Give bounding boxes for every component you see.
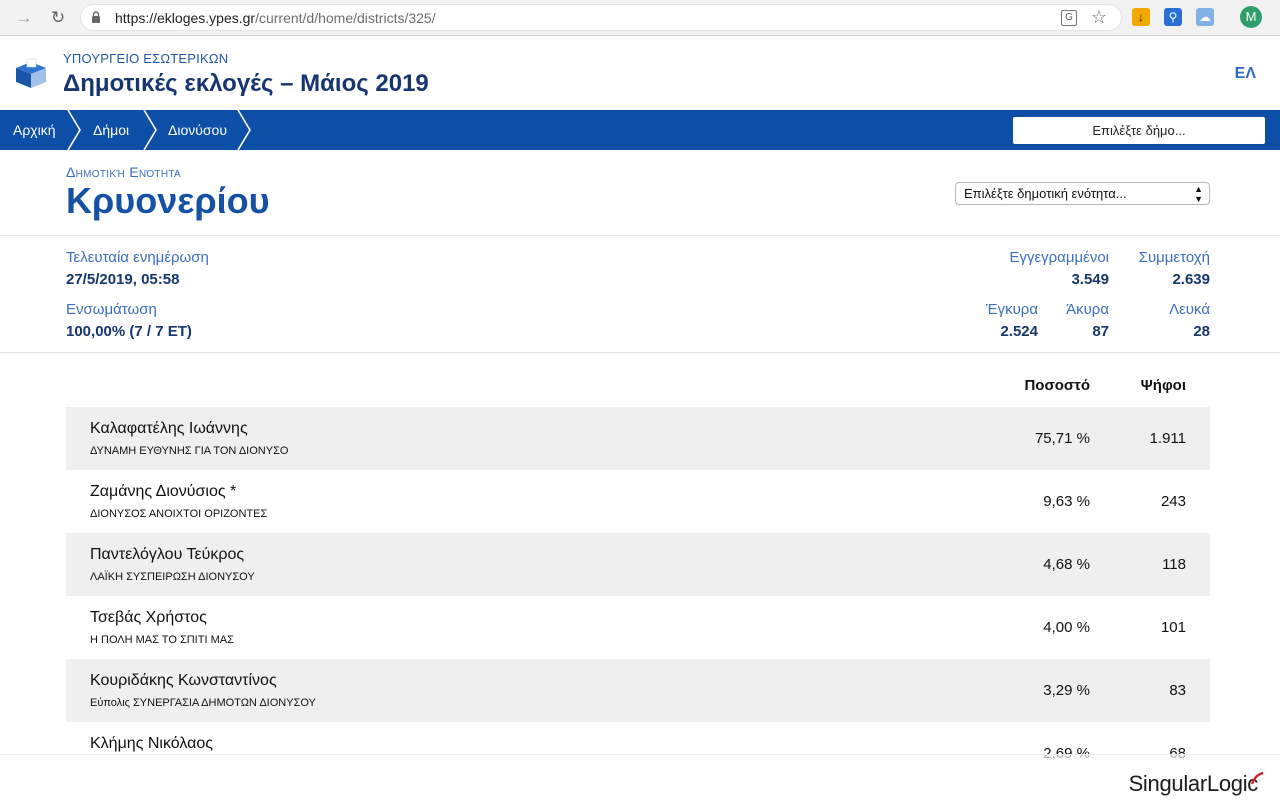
ballot-box-icon <box>16 58 46 88</box>
chevron-right-icon <box>237 110 251 150</box>
browser-toolbar: → ↻ https://ekloges.ypes.gr/current/d/ho… <box>0 0 1280 36</box>
percent-value: 3,29 % <box>1043 682 1090 699</box>
select-arrows-icon: ▲ ▼ <box>1194 184 1203 204</box>
unit-select[interactable]: Επιλέξτε δημοτική ενότητα... ▲ ▼ <box>955 182 1210 205</box>
candidate-name: Κλήμης Νικόλαος <box>90 735 213 752</box>
translate-icon[interactable]: G <box>1061 10 1077 26</box>
unit-name: Κρυονερίου <box>66 180 270 221</box>
valid-label: Έγκυρα <box>985 301 1038 318</box>
registered-label: Εγγεγραμμένοι <box>1009 249 1109 266</box>
municipality-select[interactable]: Επιλέξτε δήμο... <box>1013 117 1265 144</box>
breadcrumb-home[interactable]: Αρχική <box>13 122 56 138</box>
candidate-name: Κουριδάκης Κωνσταντίνος <box>90 672 277 689</box>
votes-value: 1.911 <box>1149 430 1186 447</box>
footer: SingularLogic <box>0 754 1280 803</box>
percent-column-header: Ποσοστό <box>1024 377 1090 394</box>
chevron-right-icon <box>143 110 157 150</box>
party-name: ΔΙΟΝΥΣΟΣ ΑΝΟΙΧΤΟΙ ΟΡΙΖΟΝΤΕΣ <box>90 508 268 520</box>
unit-select-label: Επιλέξτε δημοτική ενότητα... <box>964 186 1127 201</box>
breadcrumb: Αρχική Δήμοι Διονύσου Επιλέξτε δήμο... <box>0 110 1280 150</box>
integration-value: 100,00% (7 / 7 ΕΤ) <box>66 323 192 340</box>
candidate-name: Καλαφατέλης Ιωάννης <box>90 420 248 437</box>
party-name: ΛΑΪΚΗ ΣΥΣΠΕΙΡΩΣΗ ΔΙΟΝΥΣΟΥ <box>90 571 255 583</box>
turnout-label: Συμμετοχή <box>1138 249 1210 266</box>
table-row: Κουριδάκης Κωνσταντίνος Εύπολις ΣΥΝΕΡΓΑΣ… <box>66 659 1210 722</box>
party-name: Η ΠΟΛΗ ΜΑΣ ΤΟ ΣΠΙΤΙ ΜΑΣ <box>90 634 234 646</box>
chevron-right-icon <box>67 110 81 150</box>
divider <box>0 352 1280 353</box>
registered-value: 3.549 <box>1071 271 1109 288</box>
forward-icon[interactable]: → <box>15 8 33 27</box>
reload-icon[interactable]: ↻ <box>50 8 66 27</box>
download-extension-icon[interactable]: ↓ <box>1132 8 1150 26</box>
singularlogic-logo[interactable]: SingularLogic <box>1129 771 1264 797</box>
image-extension-icon[interactable]: ☁ <box>1196 8 1214 26</box>
integration-label: Ενσωμάτωση <box>66 301 157 318</box>
invalid-label: Άκυρα <box>1066 301 1109 318</box>
party-name: Εύπολις ΣΥΝΕΡΓΑΣΙΑ ΔΗΜΟΤΩΝ ΔΙΟΝΥΣΟΥ <box>90 697 316 709</box>
divider <box>0 235 1280 236</box>
percent-value: 4,00 % <box>1043 619 1090 636</box>
candidate-name: Ζαμάνης Διονύσιος * <box>90 483 237 500</box>
percent-value: 9,63 % <box>1043 493 1090 510</box>
language-switch[interactable]: ΕΛ <box>1234 65 1256 82</box>
profile-avatar[interactable]: M <box>1240 6 1262 28</box>
valid-value: 2.524 <box>1000 323 1038 340</box>
breadcrumb-dionysos[interactable]: Διονύσου <box>168 122 227 138</box>
votes-value: 101 <box>1160 619 1186 636</box>
unit-type-label: Δημοτική Ενότητα <box>66 164 181 180</box>
votes-value: 243 <box>1160 493 1186 510</box>
url-text: https://ekloges.ypes.gr/current/d/home/d… <box>115 10 436 26</box>
votes-column-header: Ψήφοι <box>1140 377 1186 394</box>
last-update-value: 27/5/2019, 05:58 <box>66 271 180 288</box>
invalid-value: 87 <box>1092 323 1109 340</box>
site-header: ΥΠΟΥΡΓΕΙΟ ΕΣΩΤΕΡΙΚΩΝ Δημοτικές εκλογές –… <box>0 36 1280 110</box>
bookmark-star-icon[interactable]: ☆ <box>1090 7 1107 27</box>
turnout-value: 2.639 <box>1172 271 1210 288</box>
address-bar[interactable]: https://ekloges.ypes.gr/current/d/home/d… <box>80 4 1122 31</box>
logo-swoosh-icon <box>1250 772 1264 785</box>
percent-value: 4,68 % <box>1043 556 1090 573</box>
breadcrumb-municipalities[interactable]: Δήμοι <box>93 122 130 138</box>
candidate-name: Παντελόγλου Τεύκρος <box>90 546 245 563</box>
last-update-label: Τελευταία ενημέρωση <box>66 249 209 266</box>
percent-value: 75,71 % <box>1034 430 1090 447</box>
blank-label: Λευκά <box>1169 301 1210 318</box>
table-row: Ζαμάνης Διονύσιος * ΔΙΟΝΥΣΟΣ ΑΝΟΙΧΤΟΙ ΟΡ… <box>66 470 1210 533</box>
table-row: Τσεβάς Χρήστος Η ΠΟΛΗ ΜΑΣ ΤΟ ΣΠΙΤΙ ΜΑΣ 4… <box>66 596 1210 659</box>
candidate-name: Τσεβάς Χρήστος <box>90 609 207 626</box>
votes-value: 118 <box>1162 556 1186 573</box>
page-title: Δημοτικές εκλογές – Μάιος 2019 <box>63 70 429 97</box>
lock-icon <box>92 11 100 23</box>
votes-value: 83 <box>1169 682 1186 699</box>
search-extension-icon[interactable]: ⚲ <box>1164 8 1182 26</box>
table-row: Καλαφατέλης Ιωάννης ΔΥΝΑΜΗ ΕΥΘΥΝΗΣ ΓΙΑ Τ… <box>66 407 1210 470</box>
blank-value: 28 <box>1193 323 1210 340</box>
party-name: ΔΥΝΑΜΗ ΕΥΘΥΝΗΣ ΓΙΑ ΤΟΝ ΔΙΟΝΥΣΟ <box>90 445 289 457</box>
ministry-name: ΥΠΟΥΡΓΕΙΟ ΕΣΩΤΕΡΙΚΩΝ <box>63 51 229 66</box>
table-row: Παντελόγλου Τεύκρος ΛΑΪΚΗ ΣΥΣΠΕΙΡΩΣΗ ΔΙΟ… <box>66 533 1210 596</box>
